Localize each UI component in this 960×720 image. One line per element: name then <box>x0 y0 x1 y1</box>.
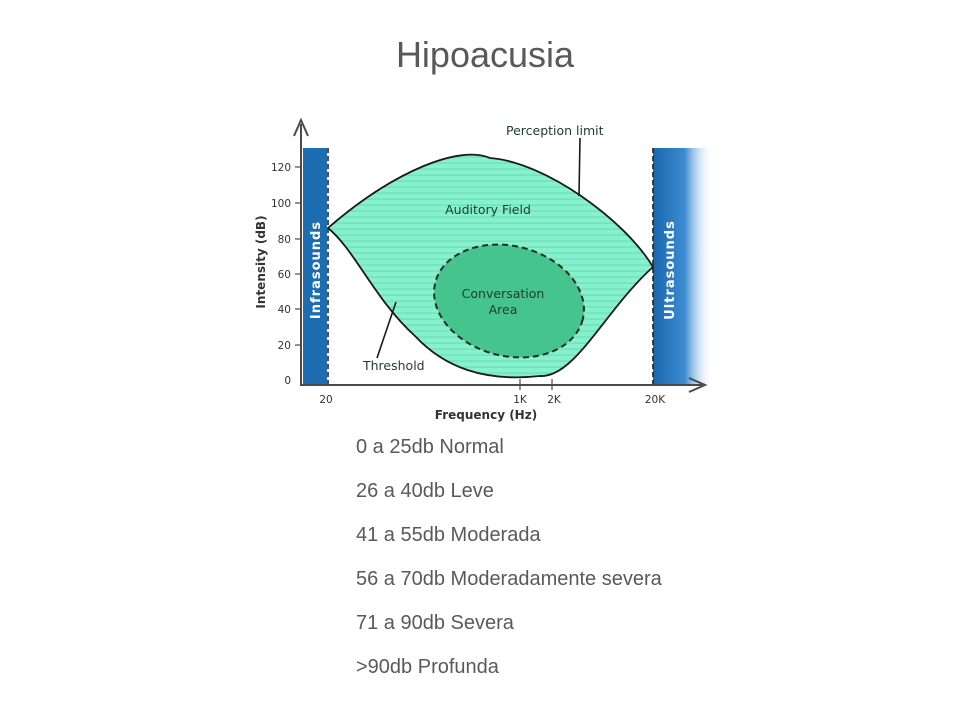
slide-title: Hipoacusia <box>395 34 575 75</box>
y-tick-label: 80 <box>278 234 291 246</box>
infrasound-band <box>303 148 327 385</box>
threshold-leader <box>376 301 397 359</box>
list-item: 56 a 70db Moderadamente severa <box>356 568 662 590</box>
conversation-label-line2: Area <box>489 302 518 317</box>
infrasound-label: Infrasounds <box>309 221 324 319</box>
y-tick-label: 60 <box>278 269 291 281</box>
y-axis-title: Intensity (dB) <box>254 215 268 308</box>
list-item: >90db Profunda <box>356 656 499 678</box>
y-tick-label: 20 <box>278 340 291 352</box>
conversation-label-line1: Conversation <box>462 286 545 301</box>
x-tick-label: 1K <box>513 394 528 406</box>
y-tick-label: 0 <box>284 375 291 387</box>
x-axis-arrow-icon <box>688 377 708 393</box>
y-tick-label: 120 <box>271 162 291 174</box>
y-tick-marks <box>295 166 301 346</box>
perception-limit-leader <box>578 137 581 197</box>
x-axis-title: Frequency (Hz) <box>435 408 537 422</box>
ultrasound-band <box>653 148 711 385</box>
list-item: 71 a 90db Severa <box>356 612 514 634</box>
list-item: 26 a 40db Leve <box>356 480 494 502</box>
hearing-loss-scale-list: 0 a 25db Normal 26 a 40db Leve 41 a 55db… <box>356 430 662 694</box>
ultrasound-label: Ultrasounds <box>663 220 678 320</box>
x-tick-label: 20K <box>645 394 666 406</box>
x-tick-label: 2K <box>547 394 562 406</box>
x-tick-label: 20 <box>319 394 332 406</box>
perception-limit-label: Perception limit <box>506 123 604 138</box>
list-item: 0 a 25db Normal <box>356 436 504 458</box>
threshold-label: Threshold <box>362 358 425 373</box>
list-item: 41 a 55db Moderada <box>356 524 541 546</box>
y-tick-label: 40 <box>278 304 291 316</box>
auditory-field-diagram: Infrasounds Ultrasounds Auditory Field C… <box>245 110 715 430</box>
diagram-svg: Infrasounds Ultrasounds Auditory Field C… <box>254 117 711 422</box>
y-axis-arrow-icon <box>293 117 309 137</box>
auditory-field-label: Auditory Field <box>445 202 531 217</box>
x-tick-marks <box>519 379 553 390</box>
y-tick-labels: 0 20 40 60 80 100 120 <box>271 162 291 387</box>
conversation-area <box>433 243 585 359</box>
y-tick-label: 100 <box>271 198 291 210</box>
